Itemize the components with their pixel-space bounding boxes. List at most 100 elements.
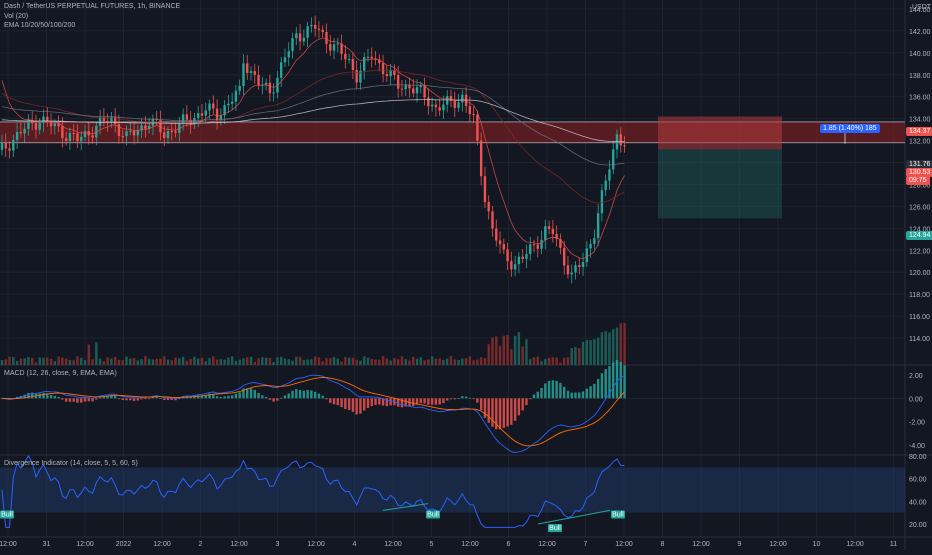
candle-body <box>19 131 23 134</box>
candle-body <box>366 56 370 58</box>
volume-bar <box>268 357 272 365</box>
candle-body <box>574 265 577 273</box>
candle-body <box>449 96 453 101</box>
macd-histogram-bar <box>208 393 211 399</box>
candle-body <box>215 108 219 121</box>
candle-body <box>423 85 426 98</box>
rsi-band <box>0 467 905 513</box>
volume-bar <box>419 357 423 365</box>
macd-histogram-bar <box>461 396 464 399</box>
y-tick-label: 136.00 <box>909 95 931 102</box>
candle-body <box>170 131 173 133</box>
candle-body <box>491 211 494 229</box>
volume-bar <box>506 335 509 365</box>
macd-histogram-bar <box>313 391 317 399</box>
x-tick-label: 9 <box>738 541 742 548</box>
volume-bar <box>464 358 468 365</box>
volume-bar <box>604 331 607 365</box>
volume-bar <box>193 356 196 365</box>
volume-bar <box>363 356 366 365</box>
volume-bar <box>389 360 392 365</box>
candle-body <box>283 57 287 63</box>
volume-bar <box>495 336 498 365</box>
candle-body <box>4 142 7 149</box>
macd-histogram-bar <box>540 387 543 399</box>
y-tick-label: 114.00 <box>909 336 930 343</box>
macd-histogram-bar <box>340 398 343 408</box>
bull-signal-badge <box>548 524 562 533</box>
macd-histogram-bar <box>415 398 419 405</box>
close-price-tag: 130.53 <box>906 168 932 177</box>
macd-histogram-bar <box>223 396 226 399</box>
volume-bar <box>623 322 626 365</box>
candle-body <box>106 120 109 123</box>
candle-body <box>38 122 41 130</box>
candle-body <box>95 125 98 138</box>
volume-bar <box>593 339 596 365</box>
macd-histogram-bar <box>287 393 290 399</box>
candle-body <box>363 56 366 71</box>
bull-signal-label: Bull <box>427 512 439 519</box>
macd-histogram-bar <box>483 398 487 418</box>
volume-bar <box>23 358 26 365</box>
candle-body <box>612 149 615 170</box>
x-tick-label: 31 <box>43 541 51 548</box>
macd-histogram-bar <box>49 395 53 399</box>
candle-body <box>476 114 479 141</box>
candle-body <box>306 26 309 38</box>
macd-histogram-bar <box>562 386 566 399</box>
volume-bar <box>532 357 536 365</box>
candle-body <box>163 132 166 139</box>
volume-bar <box>219 359 223 365</box>
macd-histogram-bar <box>389 398 392 406</box>
candle-body <box>513 264 517 270</box>
candle-body <box>121 135 124 137</box>
candle-body <box>340 43 343 54</box>
candle-body <box>370 56 373 59</box>
candle-body <box>76 133 79 142</box>
candle-body <box>551 228 555 235</box>
macd-histogram-bar <box>189 396 192 399</box>
macd-histogram-bar <box>76 398 79 403</box>
candle-body <box>230 101 234 104</box>
volume-bar <box>27 356 30 365</box>
x-tick-label: 12:00 <box>615 541 633 548</box>
candle-body <box>438 107 441 111</box>
candle-body <box>72 133 75 135</box>
macd-histogram-bar <box>517 398 521 416</box>
volume-bar <box>57 356 60 365</box>
candle-body <box>0 142 4 150</box>
macd-histogram-bar <box>434 398 438 405</box>
volume-bar <box>317 357 321 365</box>
macd-histogram-bar <box>72 398 75 402</box>
volume-bar <box>61 357 64 365</box>
macd-histogram-bar <box>495 398 498 430</box>
macd-histogram-bar <box>283 395 287 399</box>
volume-bar <box>68 360 72 365</box>
y-tick-label: 116.00 <box>909 314 930 321</box>
volume-bar <box>242 358 245 365</box>
macd-histogram-bar <box>87 398 90 402</box>
ema-line <box>1 37 625 260</box>
volume-bar <box>453 359 456 365</box>
macd-histogram-bar <box>532 394 536 399</box>
volume-bar <box>513 335 517 365</box>
macd-histogram-bar <box>472 398 475 400</box>
macd-histogram-bar <box>174 398 177 401</box>
div-y-tick-label: 80.00 <box>909 454 927 461</box>
candle-body <box>532 244 536 246</box>
macd-histogram-bar <box>219 397 223 399</box>
macd-histogram-bar <box>238 392 241 399</box>
candle-body <box>615 134 619 150</box>
macd-histogram-bar <box>268 398 272 400</box>
macd-histogram-bar <box>295 389 298 399</box>
x-tick-label: 12:00 <box>846 541 864 548</box>
target-price-tag: 124.94 <box>906 231 932 240</box>
candle-body <box>53 123 57 127</box>
candle-body <box>129 130 132 132</box>
candle-body <box>204 110 207 116</box>
volume-bar <box>536 356 539 365</box>
ema-line <box>1 84 625 166</box>
